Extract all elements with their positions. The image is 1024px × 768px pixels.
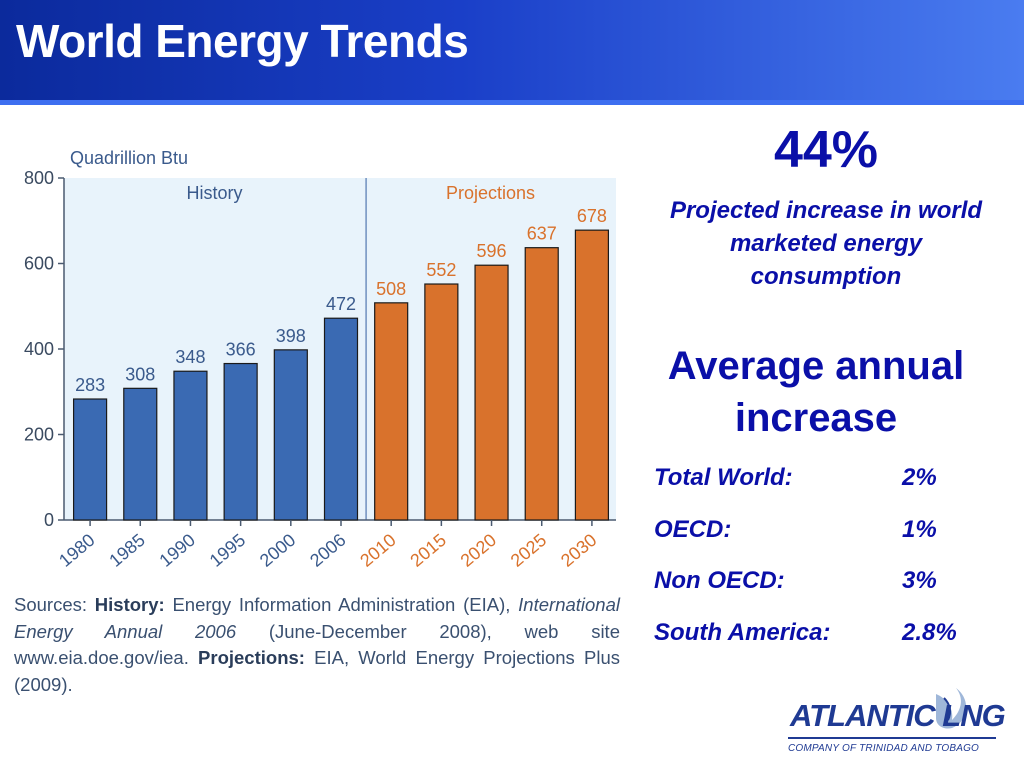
group-label: Projections [446,183,535,203]
y-tick-label: 200 [24,425,54,445]
bar-value-label: 366 [226,340,256,360]
rate-value: 3% [902,567,937,594]
rates-list: Total World: 2% OECD: 1% Non OECD: 3% So… [654,464,1014,670]
bar [524,247,559,521]
y-tick-label: 800 [24,168,54,188]
bar-value-label: 348 [175,347,205,367]
bar-value-label: 308 [125,364,155,384]
rate-label: South America: [654,618,831,646]
x-tick-label: 2000 [256,530,300,571]
bar-value-label: 398 [276,326,306,346]
increase-percentage: 44% [773,121,879,179]
bar [273,349,308,521]
x-tick-label: 2025 [507,530,551,571]
x-tick-label: 2020 [457,530,501,571]
rate-value: 2.8% [902,618,957,646]
x-tick-label: 2030 [557,530,601,571]
rate-label: Total World: [654,464,793,491]
rate-row-non-oecd: Non OECD: 3% [654,567,1014,619]
rate-row-south-america: South America: 2.8% [654,619,1014,671]
logo-subtitle: COMPANY OF TRINIDAD AND TOBAGO [788,743,980,754]
bar [574,229,610,521]
bar-value-label: 678 [577,206,607,226]
rate-row-oecd: OECD: 1% [654,516,1014,568]
y-axis-title: Quadrillion Btu [70,148,188,168]
bar-value-label: 508 [376,279,406,299]
x-tick-label: 2015 [406,530,450,571]
rate-value: 2% [902,464,937,491]
x-tick-label: 1980 [55,530,99,571]
bar [123,387,158,521]
rate-row-total-world: Total World: 2% [654,464,1014,516]
bar-value-label: 472 [326,294,356,314]
x-tick-label: 2006 [306,530,350,571]
rate-label: OECD: [654,515,732,543]
x-tick-label: 1985 [105,530,149,571]
x-tick-label: 1995 [206,530,250,571]
slide-title: World Energy Trends [16,15,469,67]
bar [72,398,108,521]
y-tick-label: 400 [24,339,54,359]
logo-wordmark: ATLANTIC LNG [790,698,1006,733]
x-tick-label: 2010 [356,530,400,571]
sources-note: Sources: History: Energy Information Adm… [14,592,620,698]
bar-value-label: 552 [426,260,456,280]
sources-prefix: Sources: [14,594,95,615]
rate-value: 1% [902,515,937,543]
bar [323,317,359,521]
y-tick-label: 0 [44,510,54,530]
sources-history-text: Energy Information Administration (EIA), [164,594,519,615]
y-tick-label: 600 [24,254,54,274]
rate-label: Non OECD: [654,567,785,594]
x-tick-label: 1990 [155,530,199,571]
bar [173,370,208,521]
bar-value-label: 596 [477,241,507,261]
slide-header: World Energy Trends [0,0,1024,105]
bar [374,302,409,521]
bar [223,362,258,521]
atlantic-lng-logo: ATLANTIC LNG COMPANY OF TRINIDAD AND TOB… [786,688,1012,758]
bar-value-label: 637 [527,224,557,244]
gas-flame-icon [788,688,996,739]
sources-publication: International Energy Annual 2006 [14,594,620,642]
group-label: History [187,183,243,203]
increase-description: Projected increase in world marketed ene… [669,197,983,290]
energy-bar-chart: History Projections Quadrillion Btu 0 200 400… [24,148,616,571]
sources-projections-label: Projections: [198,647,305,668]
bar [474,264,509,521]
bar [424,283,459,521]
average-increase-title: Average annual increase [667,344,965,440]
bar-value-label: 283 [75,375,105,395]
sources-history-label: History: [94,594,165,615]
sources-projections-text: EIA, World Energy Projections Plus (2009… [14,647,620,695]
sources-history-text2: (June-December 2008), web site www.eia.d… [14,620,620,669]
